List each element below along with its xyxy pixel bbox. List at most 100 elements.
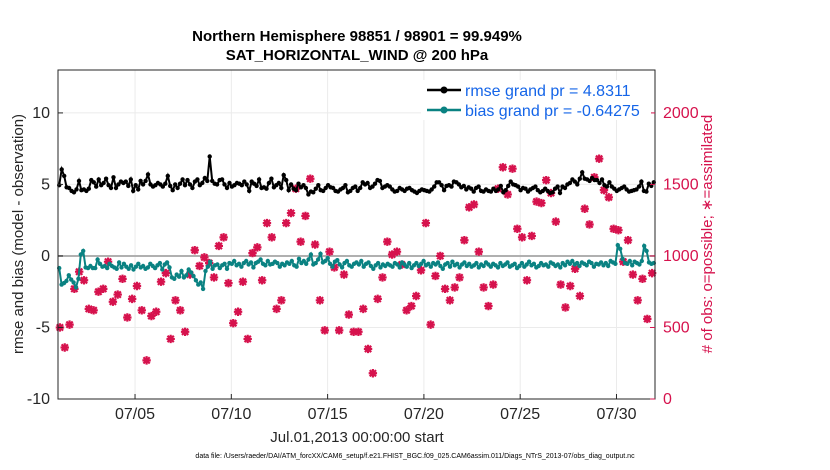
bias-point — [570, 258, 575, 264]
obs-point — [103, 257, 113, 266]
legend-bias-marker — [440, 106, 448, 114]
y-tick-label: 0 — [41, 248, 50, 265]
rmse-point — [436, 180, 442, 185]
bias-point — [263, 263, 268, 268]
bias-point — [258, 257, 263, 262]
rmse-point — [170, 188, 175, 193]
obs-point — [113, 290, 122, 299]
rmse-point — [476, 184, 481, 189]
rmse-point — [202, 175, 207, 181]
series-layer — [56, 154, 657, 378]
obs-point — [344, 310, 353, 319]
bias-point — [591, 264, 597, 269]
obs-point — [541, 175, 551, 185]
rmse-point — [74, 187, 79, 192]
rmse-point — [343, 183, 348, 188]
obs-point — [238, 277, 248, 286]
bias-point — [95, 257, 100, 262]
obs-point — [209, 273, 219, 282]
bias-point — [375, 260, 381, 266]
obs-point — [464, 203, 474, 212]
bias-point — [344, 258, 350, 264]
rmse-point — [395, 188, 400, 194]
obs-point — [647, 268, 657, 278]
rmse-point — [138, 178, 143, 184]
obs-point — [638, 274, 647, 284]
rmse-point — [113, 185, 119, 191]
rmse-point — [372, 181, 378, 186]
rmse-point — [143, 178, 148, 184]
rmse-point — [557, 190, 563, 196]
obs-point — [532, 197, 541, 206]
bias-point — [315, 257, 321, 262]
right-y-tick-label: 0 — [663, 391, 672, 408]
obs-point — [431, 271, 440, 281]
obs-point — [407, 301, 416, 311]
bias-point — [613, 261, 618, 266]
rmse-point — [439, 183, 444, 188]
rmse-point — [353, 184, 358, 189]
rmse-point — [185, 177, 190, 183]
obs-point — [421, 218, 431, 228]
bias-point — [191, 273, 196, 279]
rmse-point — [108, 185, 114, 191]
bias-point — [435, 260, 441, 265]
rmse-point — [316, 183, 321, 188]
obs-point — [440, 284, 450, 294]
bias-point — [224, 266, 230, 271]
obs-point — [527, 231, 536, 241]
obs-point — [604, 193, 613, 202]
obs-point — [392, 247, 402, 256]
obs-point — [484, 301, 493, 311]
bias-point — [296, 256, 302, 261]
bias-point — [457, 265, 462, 270]
obs-point — [123, 313, 132, 322]
bias-point — [119, 265, 124, 270]
obs-point — [599, 185, 609, 195]
bias-point — [642, 243, 647, 249]
bias-point — [574, 260, 580, 266]
rmse-point — [562, 185, 568, 191]
rmse-point — [461, 183, 466, 189]
rmse-point — [293, 188, 299, 193]
bias-point — [339, 265, 345, 270]
rmse-point — [207, 154, 212, 159]
rmse-point — [160, 184, 165, 189]
obs-point — [503, 190, 512, 199]
rmse-point — [133, 183, 138, 188]
obs-point — [161, 268, 171, 278]
bias-point — [505, 260, 510, 265]
bias-point — [179, 268, 184, 274]
obs-point — [416, 266, 426, 275]
obs-point — [214, 241, 224, 251]
obs-point — [551, 217, 561, 226]
obs-point — [334, 326, 344, 335]
obs-point — [522, 276, 532, 285]
obs-point — [455, 273, 464, 282]
bias-point — [366, 260, 371, 265]
bias-point — [644, 248, 649, 254]
rmse-point — [256, 177, 262, 182]
rmse-point — [126, 183, 131, 189]
bias-point — [562, 263, 568, 268]
obs-point — [363, 344, 373, 354]
rmse-point — [313, 186, 318, 191]
obs-point — [166, 334, 175, 344]
obs-point — [65, 320, 74, 329]
rmse-point — [533, 184, 538, 189]
x-tick-label: 07/25 — [500, 406, 540, 423]
bias-point — [236, 261, 242, 266]
bias-point — [215, 262, 220, 267]
bias-point — [176, 274, 182, 279]
rmse-point — [508, 179, 513, 184]
right-y-axis-label: # of obs: o=possible; ∗=assimilated — [699, 115, 716, 354]
obs-point — [272, 304, 281, 314]
obs-point — [590, 173, 599, 182]
bias-point — [184, 273, 189, 278]
obs-point — [517, 233, 527, 242]
obs-point — [94, 287, 103, 296]
bias-point — [200, 286, 206, 292]
bias-point — [498, 260, 503, 266]
y-tick-label: 10 — [32, 105, 50, 122]
